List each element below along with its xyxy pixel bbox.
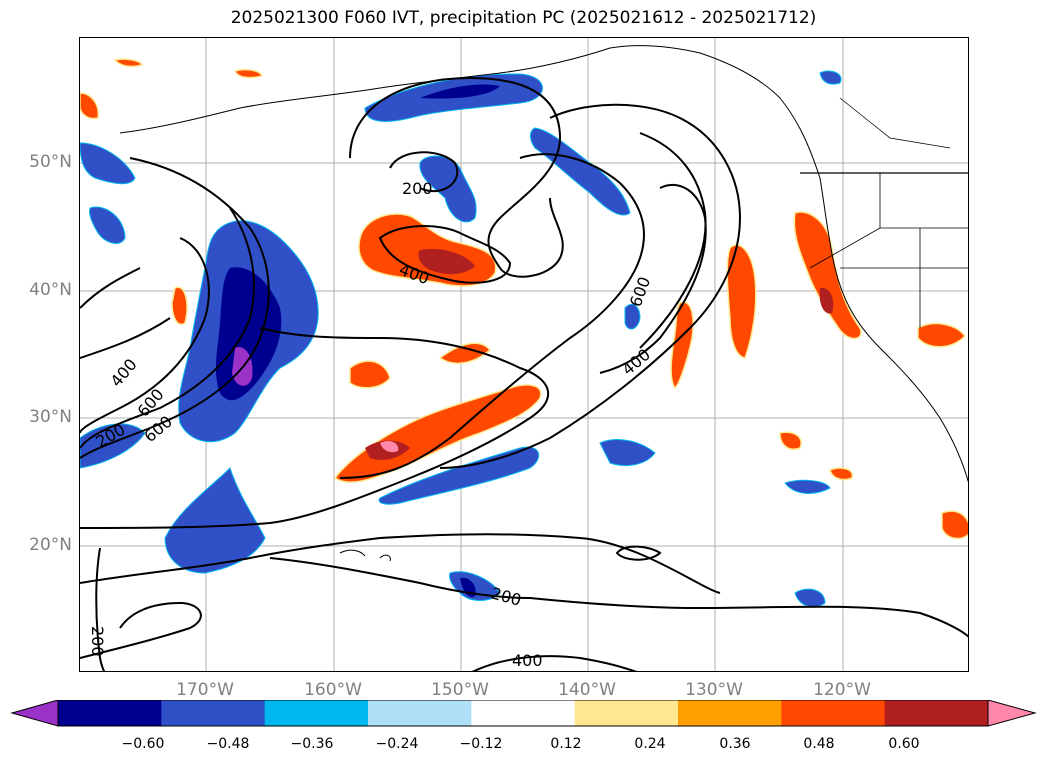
- shade-region: [599, 439, 656, 466]
- map-title: 2025021300 F060 IVT, precipitation PC (2…: [230, 8, 817, 28]
- shade-region: [819, 287, 834, 314]
- colorbar-cell: [781, 700, 886, 726]
- colorbar-tick: 0.36: [719, 736, 751, 752]
- lon-label-130w: 130°W: [685, 680, 743, 700]
- shade-region: [420, 84, 500, 99]
- colorbar-cell: [471, 700, 576, 726]
- shade-region: [80, 92, 99, 120]
- shade-region: [779, 431, 802, 450]
- shade-region: [941, 510, 968, 540]
- shade-region: [917, 322, 966, 348]
- colorbar-cell: [161, 700, 266, 726]
- shade-region: [460, 577, 476, 598]
- shade-region: [378, 446, 540, 505]
- colorbar-extend-min: [10, 700, 59, 727]
- colorbar-tick: 0.60: [888, 736, 920, 752]
- colorbar-tick: 0.24: [634, 736, 666, 752]
- map-panel: 200 400 600 400 200 600 400 200 600 400 …: [79, 37, 969, 672]
- colorbar-cell: [368, 700, 472, 726]
- colorbar-extend-max: [987, 700, 1037, 727]
- shade-region: [380, 440, 399, 453]
- colorbar-cell: [574, 700, 679, 726]
- shade-region: [164, 467, 266, 574]
- colorbar-tick: −0.24: [375, 736, 419, 752]
- positive-anomaly-shading: [80, 58, 968, 540]
- shade-region: [113, 58, 144, 68]
- contour-label: 400: [107, 355, 141, 391]
- shade-region: [438, 342, 492, 365]
- shade-region: [624, 303, 641, 330]
- ivt-contours: [80, 76, 968, 671]
- shade-region: [794, 588, 826, 608]
- shade-region: [829, 467, 854, 481]
- lat-label-30n: 30°N: [29, 407, 72, 427]
- lat-label-40n: 40°N: [29, 280, 72, 300]
- colorbar-tick: 0.48: [803, 736, 835, 752]
- coastlines: [119, 45, 968, 562]
- contour-label: 400: [618, 345, 654, 379]
- shade-region: [418, 248, 475, 275]
- colorbar-tick: −0.60: [121, 736, 165, 752]
- lat-label-20n: 20°N: [29, 535, 72, 555]
- shade-region: [726, 244, 757, 359]
- lat-label-50n: 50°N: [29, 152, 72, 172]
- colorbar-cells: [58, 700, 989, 726]
- colorbar: [10, 700, 1037, 727]
- contour-label: 200: [489, 584, 523, 610]
- colorbar-cell: [678, 700, 782, 726]
- shade-region: [670, 301, 694, 390]
- colorbar-tick: 0.12: [550, 736, 582, 752]
- map-canvas: 200 400 600 400 200 600 400 200 600 400 …: [80, 38, 968, 671]
- shade-region: [793, 211, 862, 340]
- contour-label: 400: [512, 651, 543, 670]
- shade-region: [784, 479, 831, 494]
- colorbar-tick: −0.12: [459, 736, 503, 752]
- shade-region: [819, 70, 842, 85]
- lon-label-120w: 120°W: [813, 680, 871, 700]
- colorbar-cell: [264, 700, 369, 726]
- shade-region: [215, 267, 282, 401]
- gridlines: [80, 38, 968, 671]
- colorbar-cell: [884, 700, 989, 726]
- colorbar-tick: −0.36: [290, 736, 334, 752]
- shade-region: [171, 286, 188, 325]
- shade-region: [233, 68, 263, 79]
- shade-region: [80, 142, 136, 185]
- shade-region: [349, 360, 391, 389]
- shade-region: [530, 127, 631, 216]
- colorbar-cell: [58, 700, 162, 726]
- shade-region: [89, 206, 126, 244]
- lon-label-140w: 140°W: [558, 680, 616, 700]
- contour-label: 200: [402, 179, 433, 198]
- lon-label-170w: 170°W: [176, 680, 234, 700]
- lon-label-150w: 150°W: [431, 680, 489, 700]
- lon-label-160w: 160°W: [304, 680, 362, 700]
- negative-anomaly-shading: [80, 70, 842, 608]
- contour-label: 200: [88, 626, 107, 657]
- colorbar-tick: −0.48: [206, 736, 250, 752]
